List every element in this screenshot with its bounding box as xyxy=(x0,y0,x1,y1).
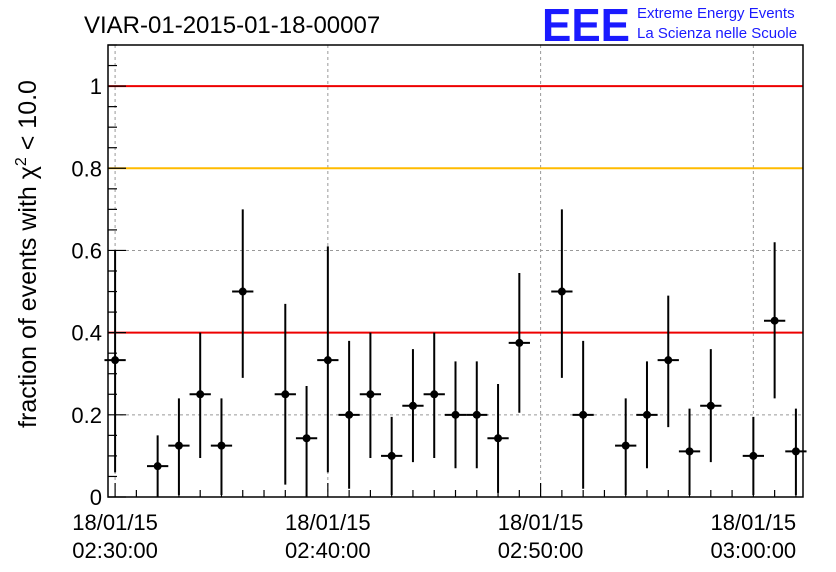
y-axis-label-symbol: χ xyxy=(14,166,42,179)
data-points xyxy=(104,209,807,497)
data-marker xyxy=(345,410,354,419)
data-marker xyxy=(706,401,715,410)
eee-logo: EEE Extreme Energy Events La Scienza nel… xyxy=(542,0,797,51)
data-point xyxy=(551,209,573,378)
data-marker xyxy=(238,287,247,296)
logo-line-2: La Scienza nelle Scuole xyxy=(637,25,797,42)
data-point xyxy=(508,273,530,413)
data-marker xyxy=(451,410,460,419)
y-axis-label-prefix: fraction of events with xyxy=(14,179,42,428)
data-marker xyxy=(494,434,503,443)
data-point xyxy=(147,435,169,497)
data-point xyxy=(232,209,254,378)
x-tick-label-time: 02:30:00 xyxy=(72,538,158,563)
data-marker xyxy=(111,356,120,365)
data-marker xyxy=(153,462,162,471)
data-point xyxy=(466,361,488,469)
x-tick-label-date: 18/01/15 xyxy=(498,510,584,535)
data-marker xyxy=(196,390,205,399)
y-axis-label: fraction of events with χ2 < 10.0 xyxy=(13,80,42,428)
data-marker xyxy=(579,410,588,419)
x-tick-label-time: 02:40:00 xyxy=(285,538,371,563)
reference-lines xyxy=(108,85,803,334)
y-axis-ticks: 0 0.2 0.4 0.6 0.8 1 xyxy=(71,44,126,510)
y-tick-label: 0 xyxy=(90,485,102,510)
data-point xyxy=(487,384,509,493)
data-marker xyxy=(174,441,183,450)
data-point xyxy=(295,386,318,497)
data-point xyxy=(189,332,211,458)
x-tick-label-time: 03:00:00 xyxy=(711,538,797,563)
data-marker xyxy=(557,287,566,296)
data-marker xyxy=(621,441,630,450)
data-point xyxy=(444,361,467,469)
data-point xyxy=(168,398,190,495)
y-tick-label: 0.8 xyxy=(71,156,102,181)
data-point xyxy=(381,416,403,495)
data-point xyxy=(700,349,722,463)
data-marker xyxy=(217,441,226,450)
data-point xyxy=(402,349,424,463)
data-point xyxy=(572,340,594,489)
data-marker xyxy=(387,451,396,460)
data-marker xyxy=(366,390,375,399)
data-point xyxy=(742,416,764,495)
y-tick-label: 1 xyxy=(90,74,102,99)
data-point xyxy=(338,340,360,489)
y-axis-label-sup: 2 xyxy=(13,157,30,166)
data-marker xyxy=(664,356,673,365)
x-tick-label-date: 18/01/15 xyxy=(711,510,797,535)
data-marker xyxy=(749,451,758,460)
data-marker xyxy=(642,410,651,419)
x-tick-label-time: 02:50:00 xyxy=(498,538,584,563)
data-marker xyxy=(281,390,290,399)
x-tick-label-date: 18/01/15 xyxy=(285,510,371,535)
data-point xyxy=(423,332,445,458)
data-marker xyxy=(430,390,439,399)
data-point xyxy=(678,408,701,495)
data-marker xyxy=(685,447,694,456)
data-marker xyxy=(408,401,417,410)
data-marker xyxy=(770,316,779,325)
data-point xyxy=(615,398,637,495)
x-axis-ticks: 18/01/15 02:30:00 18/01/15 02:40:00 18/01/15… xyxy=(72,483,797,563)
data-marker xyxy=(302,434,311,443)
data-marker xyxy=(472,410,481,419)
logo-mark: EEE xyxy=(542,0,630,51)
logo-line-1: Extreme Energy Events xyxy=(637,5,795,22)
data-marker xyxy=(791,447,800,456)
y-tick-label: 0.4 xyxy=(71,321,102,346)
data-point xyxy=(317,246,339,473)
data-point xyxy=(274,303,296,485)
x-tick-label-date: 18/01/15 xyxy=(72,510,158,535)
data-point xyxy=(210,398,233,495)
data-point xyxy=(359,332,382,458)
chart-title: VIAR-01-2015-01-18-00007 xyxy=(84,12,380,39)
data-marker xyxy=(323,356,332,365)
data-point xyxy=(657,295,679,428)
y-tick-label: 0.2 xyxy=(71,403,102,428)
y-tick-label: 0.6 xyxy=(71,238,102,263)
data-point xyxy=(636,361,658,469)
data-point xyxy=(763,242,786,399)
y-axis-label-suffix: < 10.0 xyxy=(14,80,42,157)
data-marker xyxy=(515,338,524,347)
